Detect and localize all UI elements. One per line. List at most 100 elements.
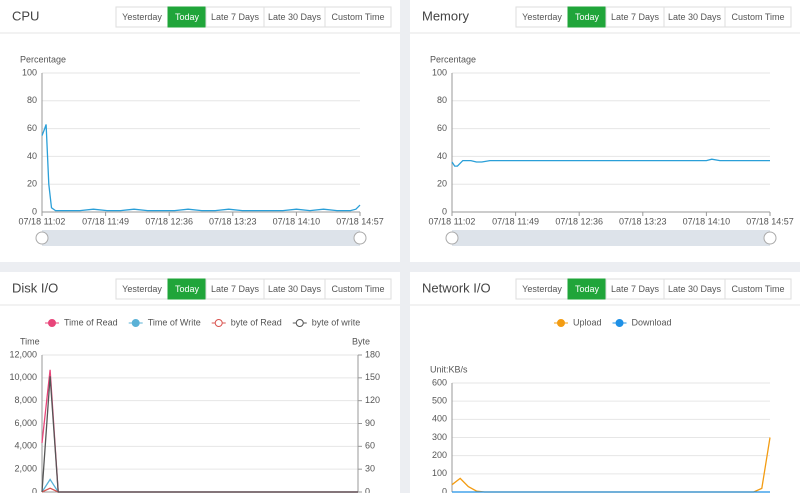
x-tick-label: 07/18 14:57 [336,216,384,226]
legend-marker[interactable] [48,319,56,327]
time-range-button-label[interactable]: Custom Time [331,12,384,22]
y-tick-label: 300 [432,432,447,442]
y-axis-label: Time [20,336,40,346]
legend-label[interactable]: Upload [573,317,602,327]
y2-tick-label: 90 [365,418,375,428]
x-tick-label: 07/18 11:49 [492,216,539,226]
y-axis-label: Percentage [430,54,476,64]
y-tick-label: 60 [27,123,37,133]
y2-axis-label: Byte [352,336,370,346]
y-tick-label: 0 [442,206,447,216]
zoom-handle[interactable] [445,231,459,245]
y-tick-label: 80 [437,95,447,105]
data-line [41,124,361,212]
zoom-handle[interactable] [35,231,49,245]
disk-panel [0,272,400,493]
legend-label[interactable]: Download [632,317,672,327]
time-range-button-label[interactable]: Late 30 Days [268,12,322,22]
legend-marker[interactable] [557,319,565,327]
time-range-button[interactable] [724,6,792,28]
y-tick-label: 200 [432,450,447,460]
time-range-button-label[interactable]: Late 7 Days [211,12,260,22]
y-tick-label: 40 [27,151,37,161]
y-tick-label: 6,000 [14,418,37,428]
time-range-button-label[interactable]: Late 7 Days [211,284,260,294]
time-range-button-label[interactable]: Custom Time [731,12,784,22]
panel-title: Memory [422,8,469,23]
y-tick-label: 10,000 [9,372,37,382]
time-range-button-label[interactable]: Late 30 Days [668,12,722,22]
y-tick-label: 80 [27,95,37,105]
x-tick-label: 07/18 14:10 [273,216,321,226]
legend-marker[interactable] [295,319,304,327]
y-axis-label: Unit:KB/s [430,364,468,374]
zoom-handle[interactable] [353,231,367,245]
data-line [41,376,358,493]
y-tick-label: 2,000 [14,464,37,474]
x-tick-label: 07/18 11:02 [429,216,476,226]
time-range-button-label[interactable]: Today [575,12,600,22]
x-tick-label: 07/18 14:57 [746,216,794,226]
legend-label[interactable]: byte of write [312,317,361,327]
time-range-button-label[interactable]: Yesterday [122,284,162,294]
panel-title: Network I/O [422,280,491,295]
y-tick-label: 600 [432,377,447,387]
time-range-button-label[interactable]: Custom Time [731,284,784,294]
time-range-button-label[interactable]: Late 7 Days [611,284,660,294]
y-tick-label: 0 [32,206,37,216]
x-tick-label: 07/18 12:36 [145,216,193,226]
zoom-handle[interactable] [763,231,777,245]
y2-tick-label: 180 [365,349,380,359]
time-range-button-label[interactable]: Yesterday [522,12,562,22]
y-tick-label: 4,000 [14,441,37,451]
y-tick-label: 500 [432,396,447,406]
legend-marker[interactable] [214,319,223,327]
y-tick-label: 100 [432,67,447,77]
y2-tick-label: 0 [365,486,370,493]
time-range-button-label[interactable]: Today [175,12,200,22]
y-tick-label: 0 [32,486,37,493]
cpu-panel [0,0,400,262]
zoom-slider[interactable] [452,230,770,246]
memory-panel [410,0,800,262]
time-range-button[interactable] [324,278,392,300]
y2-tick-label: 150 [365,372,380,382]
y-tick-label: 12,000 [9,349,37,359]
y-tick-label: 8,000 [14,395,37,405]
time-range-button-label[interactable]: Today [175,284,200,294]
panel-title: Disk I/O [12,280,58,295]
legend-marker[interactable] [131,319,140,327]
legend-label[interactable]: byte of Read [231,317,282,327]
time-range-button-label[interactable]: Late 30 Days [268,284,322,294]
time-range-button-label[interactable]: Late 7 Days [611,12,660,22]
time-range-button[interactable] [324,6,392,28]
time-range-button-label[interactable]: Yesterday [122,12,162,22]
time-range-button-label[interactable]: Today [575,284,600,294]
legend-marker[interactable] [615,319,624,327]
y-tick-label: 60 [437,123,447,133]
y-tick-label: 400 [432,414,447,424]
time-range-button-label[interactable]: Custom Time [331,284,384,294]
x-tick-label: 07/18 14:10 [683,216,731,226]
y-tick-label: 20 [27,179,37,189]
y-tick-label: 0 [442,486,447,493]
zoom-slider[interactable] [42,230,360,246]
data-line [451,158,770,167]
legend-label[interactable]: Time of Read [64,317,118,327]
y-tick-label: 20 [437,179,447,189]
panel-title: CPU [12,8,39,23]
x-tick-label: 07/18 13:23 [209,216,257,226]
x-tick-label: 07/18 12:36 [555,216,603,226]
time-range-button-label[interactable]: Yesterday [522,284,562,294]
time-range-button[interactable] [724,278,792,300]
y2-tick-label: 30 [365,464,375,474]
time-range-button-label[interactable]: Late 30 Days [668,284,722,294]
y-tick-label: 100 [432,468,447,478]
legend-label[interactable]: Time of Write [148,317,201,327]
x-tick-label: 07/18 11:02 [19,216,66,226]
x-tick-label: 07/18 13:23 [619,216,667,226]
y2-tick-label: 120 [365,395,380,405]
y-axis-label: Percentage [20,54,66,64]
